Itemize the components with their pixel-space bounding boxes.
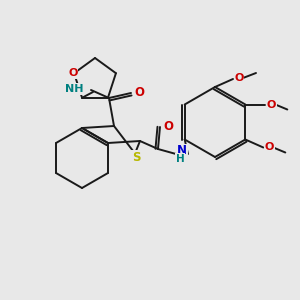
Text: O: O [68,68,78,78]
Text: O: O [267,100,276,110]
Text: O: O [265,142,274,152]
Text: O: O [134,86,144,100]
Text: H: H [176,154,184,164]
Text: S: S [132,151,140,164]
Text: NH: NH [65,84,84,94]
Text: N: N [177,145,187,158]
Text: O: O [163,121,173,134]
Text: O: O [234,73,244,83]
